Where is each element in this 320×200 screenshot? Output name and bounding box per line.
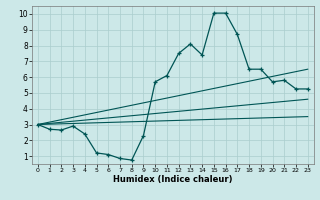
X-axis label: Humidex (Indice chaleur): Humidex (Indice chaleur) bbox=[113, 175, 233, 184]
